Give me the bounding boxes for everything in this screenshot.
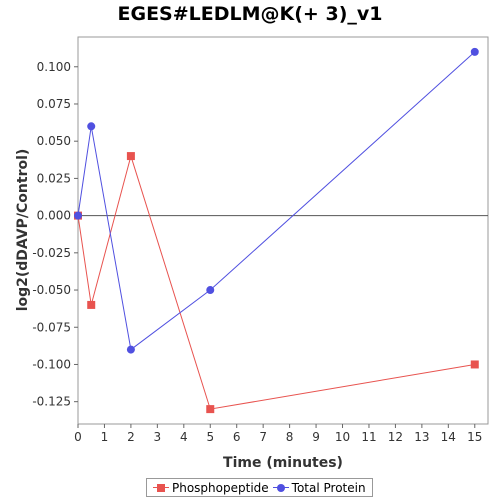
legend-square-marker <box>157 483 165 492</box>
x-tick-label: 4 <box>180 430 188 444</box>
y-tick-label: 0.100 <box>37 60 71 74</box>
x-tick-label: 6 <box>233 430 241 444</box>
data-point-total-protein <box>87 122 96 131</box>
y-tick-label: 0.000 <box>37 209 71 223</box>
data-point-total-protein <box>470 47 479 56</box>
legend-circle-marker <box>276 483 285 492</box>
data-point-total-protein <box>206 286 215 295</box>
x-tick-label: 7 <box>259 430 267 444</box>
data-point-total-protein <box>126 345 135 354</box>
x-tick-label: 12 <box>388 430 403 444</box>
x-tick-label: 13 <box>414 430 429 444</box>
data-point-total-protein <box>74 211 82 220</box>
legend: Phosphopeptide Total Protein <box>146 478 373 497</box>
series-layer <box>74 47 479 414</box>
y-tick-label: 0.075 <box>37 97 71 111</box>
x-tick-label: 1 <box>101 430 109 444</box>
x-tick-label: 2 <box>127 430 135 444</box>
x-tick-label: 9 <box>312 430 320 444</box>
legend-label-total-protein: Total Protein <box>291 480 366 495</box>
x-tick-label: 5 <box>206 430 214 444</box>
x-tick-label: 0 <box>74 430 82 444</box>
x-axis-title: Time (minutes) <box>223 455 343 471</box>
y-tick-label: -0.100 <box>32 357 71 371</box>
x-tick-label: 3 <box>154 430 162 444</box>
data-point-phosphopeptide <box>470 360 479 369</box>
x-tick-label: 10 <box>335 430 350 444</box>
x-tick-label: 8 <box>286 430 294 444</box>
chart-title: EGES#LEDLM@K(+ 3)_v1 <box>117 3 383 25</box>
data-point-phosphopeptide <box>206 405 215 414</box>
data-point-phosphopeptide <box>126 152 135 161</box>
legend-label-phosphopeptide: Phosphopeptide <box>172 480 269 495</box>
x-tick-label: 15 <box>467 430 482 444</box>
y-tick-label: -0.125 <box>32 395 71 409</box>
legend-swatch-total-protein <box>272 483 289 493</box>
x-axis: 0 1 2 3 4 5 6 7 8 9 10 11 12 13 14 15 <box>74 424 482 444</box>
x-tick-label: 11 <box>361 430 376 444</box>
legend-item-phosphopeptide: Phosphopeptide <box>153 481 269 495</box>
legend-swatch-phosphopeptide <box>153 483 169 493</box>
y-tick-label: 0.050 <box>37 134 71 148</box>
y-tick-label: -0.025 <box>32 246 71 260</box>
y-tick-label: 0.025 <box>37 171 71 185</box>
x-tick-label: 14 <box>441 430 456 444</box>
y-axis-title: log2(dDAVP/Control) <box>15 149 31 312</box>
data-point-phosphopeptide <box>87 300 96 309</box>
legend-item-total-protein: Total Protein <box>272 480 366 495</box>
series-total-protein <box>74 47 479 354</box>
y-tick-label: -0.075 <box>32 320 71 334</box>
y-axis: 0.100 0.075 0.050 0.025 0.000 -0.025 -0.050 -0.… <box>32 60 78 409</box>
y-tick-label: -0.050 <box>32 283 71 297</box>
